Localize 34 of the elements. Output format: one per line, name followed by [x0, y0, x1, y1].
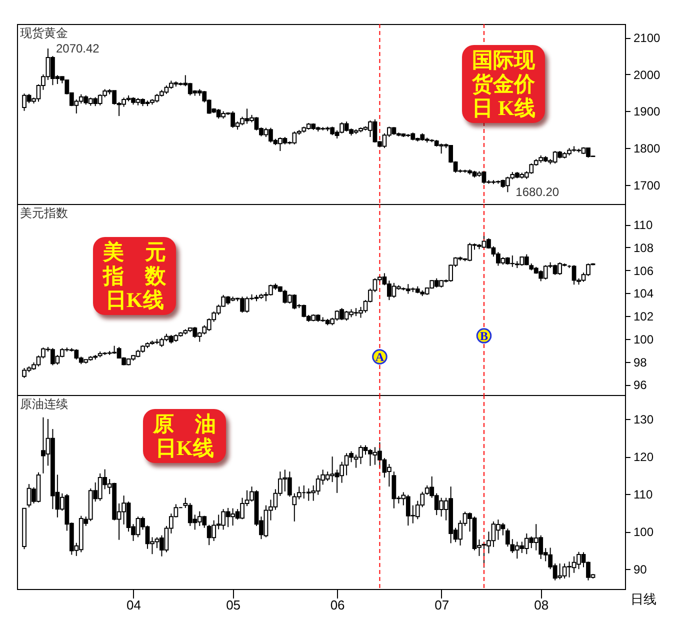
- y-tick-label: 108: [634, 240, 654, 255]
- y-tick-label: 100: [634, 525, 654, 540]
- annotation: 美 元指 数日K线: [102, 240, 168, 312]
- y-tick-label: 2100: [634, 31, 661, 46]
- x-tick-label: 05: [226, 598, 241, 612]
- chart-title: 现货黄金: [20, 26, 68, 40]
- y-tick-label: 1700: [634, 178, 661, 192]
- y-tick-label: 110: [634, 488, 653, 502]
- annotation: 国际现货金价日 K线: [470, 48, 536, 120]
- chart-title: 美元指数: [20, 206, 68, 220]
- y-tick-label: 110: [634, 218, 653, 232]
- chart-title: 原油连续: [20, 397, 68, 411]
- x-tick-label: 06: [330, 598, 345, 612]
- y-tick-label: 96: [634, 378, 648, 392]
- x-axis-title: 日线: [630, 592, 656, 606]
- y-tick-label: 1800: [634, 142, 661, 156]
- annotation: 原 油日K线: [152, 412, 218, 460]
- y-tick-label: 104: [634, 286, 654, 301]
- y-tick-label: 102: [634, 310, 654, 324]
- y-tick-label: 2000: [634, 68, 661, 82]
- x-tick-label: 04: [126, 598, 142, 612]
- x-tick-label: 07: [434, 598, 450, 612]
- annotation: A: [375, 350, 384, 364]
- x-tick-label: 08: [534, 598, 549, 612]
- annotation: B: [480, 328, 488, 343]
- y-tick-label: 98: [634, 355, 648, 370]
- y-tick-label: 1900: [634, 104, 661, 119]
- annotation: 1680.20: [516, 185, 560, 200]
- y-tick-label: 100: [634, 332, 654, 346]
- y-tick-label: 120: [634, 450, 654, 464]
- y-tick-label: 106: [634, 264, 654, 278]
- annotation: 2070.42: [56, 42, 100, 56]
- y-tick-label: 90: [634, 562, 648, 577]
- y-tick-label: 130: [634, 412, 654, 427]
